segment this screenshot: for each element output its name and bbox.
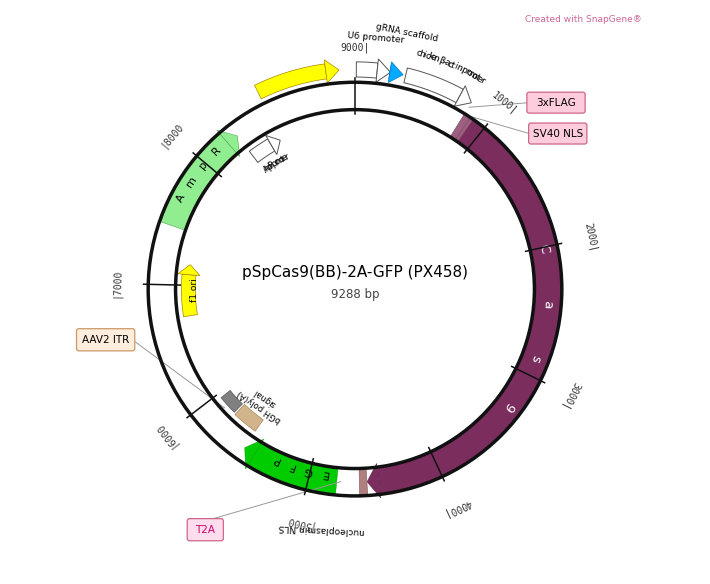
Text: R: R (266, 160, 276, 171)
Text: T2A: T2A (195, 524, 215, 535)
Polygon shape (217, 130, 240, 157)
Text: i: i (422, 50, 427, 60)
Text: n: n (454, 62, 463, 73)
Text: m: m (262, 162, 274, 174)
Text: β: β (437, 55, 446, 66)
Text: p: p (270, 158, 279, 169)
Text: c: c (446, 59, 454, 69)
Text: f1 ori: f1 ori (190, 278, 199, 301)
Text: e: e (429, 53, 437, 63)
Polygon shape (235, 404, 263, 431)
Polygon shape (388, 62, 403, 82)
Polygon shape (255, 64, 327, 99)
Polygon shape (248, 443, 338, 495)
Text: E: E (320, 468, 329, 479)
FancyBboxPatch shape (529, 123, 587, 144)
Text: |8000: |8000 (159, 121, 186, 150)
Polygon shape (377, 119, 562, 494)
Text: Created with SnapGene®: Created with SnapGene® (525, 15, 643, 25)
Polygon shape (221, 391, 242, 412)
Text: G: G (302, 464, 313, 477)
Text: bGH poly(A)
signal: bGH poly(A) signal (236, 380, 289, 425)
Text: 1000|: 1000| (490, 89, 519, 116)
Polygon shape (367, 464, 381, 498)
Polygon shape (249, 139, 275, 162)
Text: r: r (283, 152, 290, 162)
Polygon shape (376, 59, 390, 82)
Text: -: - (441, 57, 447, 67)
Text: 9288 bp: 9288 bp (331, 288, 379, 301)
Text: AAV2 ITR: AAV2 ITR (82, 335, 129, 345)
Text: o: o (273, 157, 283, 166)
Text: pSpCas9(BB)-2A-GFP (PX458): pSpCas9(BB)-2A-GFP (PX458) (242, 265, 468, 280)
Text: |6000: |6000 (152, 419, 178, 449)
Text: k: k (426, 52, 434, 62)
Text: c: c (424, 51, 431, 61)
Text: R: R (210, 144, 222, 157)
Text: p: p (265, 162, 275, 172)
Polygon shape (356, 62, 378, 78)
Polygon shape (245, 439, 263, 469)
Text: t: t (449, 61, 457, 70)
Text: P: P (271, 453, 282, 465)
Text: |7000: |7000 (111, 269, 122, 298)
Text: i: i (452, 62, 459, 71)
Polygon shape (389, 66, 394, 79)
Polygon shape (324, 60, 339, 83)
Text: c: c (415, 48, 422, 58)
Polygon shape (404, 68, 464, 103)
Text: n: n (432, 54, 440, 64)
FancyBboxPatch shape (527, 92, 585, 113)
Text: SV40 NLS: SV40 NLS (532, 128, 583, 138)
Polygon shape (455, 118, 473, 142)
Text: nucleoplasmin NLS: nucleoplasmin NLS (278, 523, 365, 536)
Text: |5000: |5000 (282, 514, 313, 531)
FancyBboxPatch shape (77, 329, 135, 351)
Text: t: t (474, 73, 481, 82)
Text: 2000|: 2000| (583, 221, 599, 252)
Text: p: p (459, 65, 469, 76)
Text: r: r (479, 76, 486, 86)
Text: a: a (541, 300, 555, 309)
Text: a: a (443, 58, 452, 68)
Text: s: s (528, 353, 542, 364)
Text: 3xFLAG: 3xFLAG (536, 98, 576, 107)
Polygon shape (160, 133, 237, 230)
Text: U6 promoter: U6 promoter (347, 32, 405, 45)
Text: e: e (475, 74, 484, 85)
Text: 3000|: 3000| (559, 380, 582, 411)
Circle shape (175, 110, 535, 468)
Text: A: A (261, 164, 271, 174)
Text: h: h (417, 49, 425, 60)
Text: e: e (280, 152, 289, 163)
Text: o: o (470, 71, 479, 81)
Text: m: m (184, 174, 198, 189)
Text: F: F (288, 460, 297, 471)
Text: t: t (279, 154, 286, 164)
Text: m: m (274, 155, 285, 166)
Text: A: A (175, 193, 187, 204)
Text: p: p (197, 159, 209, 171)
Polygon shape (266, 135, 280, 155)
Text: r: r (273, 158, 280, 167)
Text: r: r (463, 67, 470, 77)
Polygon shape (454, 86, 471, 106)
Text: o: o (464, 68, 474, 79)
Polygon shape (178, 265, 200, 276)
Polygon shape (359, 468, 368, 496)
Polygon shape (450, 114, 470, 140)
Circle shape (148, 82, 562, 496)
Text: m: m (466, 69, 478, 81)
Text: 9000|: 9000| (340, 42, 370, 53)
Text: o: o (277, 154, 285, 165)
Polygon shape (181, 274, 197, 317)
FancyBboxPatch shape (187, 519, 224, 541)
Text: 4000|: 4000| (442, 498, 473, 519)
Text: C: C (537, 243, 551, 255)
Text: gRNA scaffold: gRNA scaffold (375, 22, 439, 43)
Text: 9: 9 (501, 399, 516, 413)
